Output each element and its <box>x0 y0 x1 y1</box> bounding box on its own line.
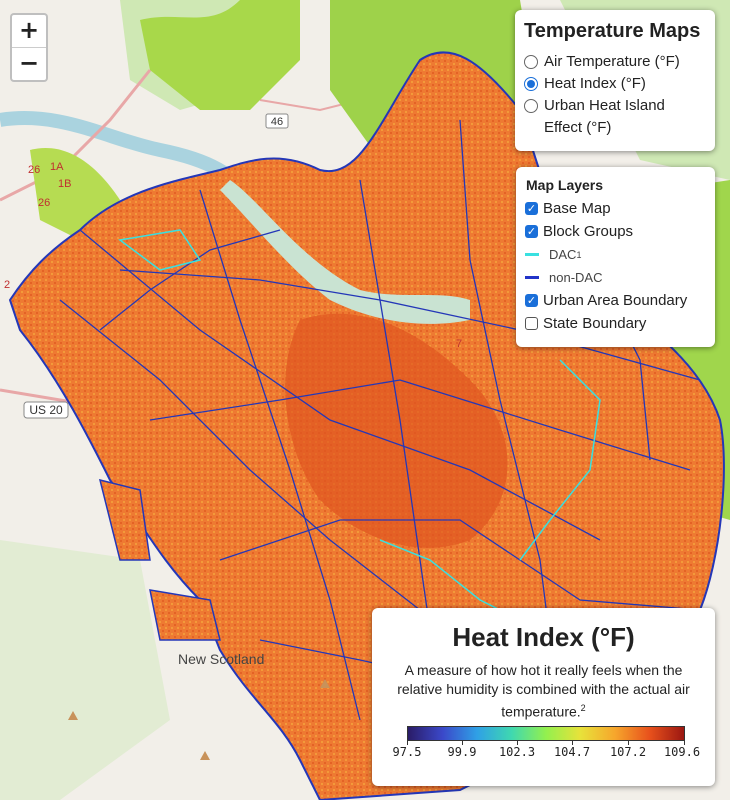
tick-mark <box>407 740 408 745</box>
place-label-new-scotland: New Scotland <box>178 651 264 667</box>
layer-label: State Boundary <box>543 315 647 332</box>
dac-line-icon <box>525 253 539 256</box>
tick-label: 102.3 <box>498 745 536 759</box>
radio-urban-heat-island[interactable]: Urban Heat Island Effect (°F) <box>524 95 715 139</box>
dac-footnote: 1 <box>576 249 582 260</box>
layer-state-boundary[interactable]: State Boundary <box>525 312 715 335</box>
non-dac-label: non-DAC <box>549 270 603 285</box>
tick-label: 109.6 <box>663 745 701 759</box>
tick-mark <box>517 740 518 745</box>
zoom-in-button[interactable]: + <box>18 16 40 44</box>
temperature-maps-title: Temperature Maps <box>524 20 701 42</box>
highway <box>0 69 152 202</box>
radio-label: Heat Index (°F) <box>544 75 646 92</box>
heat-index-legend: Heat Index (°F) A measure of how hot it … <box>372 608 715 786</box>
zoom-out-button[interactable]: − <box>12 47 46 80</box>
layer-label: Base Map <box>543 200 611 217</box>
tick-mark <box>462 740 463 745</box>
radio-button[interactable] <box>524 77 538 91</box>
radio-label: Urban Heat Island Effect (°F) <box>544 97 665 136</box>
radio-heat-index[interactable]: Heat Index (°F) <box>524 73 715 95</box>
layer-label: Urban Area Boundary <box>543 292 688 309</box>
tick-label: 99.9 <box>447 745 477 759</box>
exit-label: 26 <box>38 197 50 209</box>
temperature-maps-panel: Temperature Maps Air Temperature (°F) He… <box>515 10 715 151</box>
radio-button[interactable] <box>524 55 538 69</box>
water-gap <box>220 180 470 324</box>
layer-block-groups[interactable]: ✓ Block Groups <box>525 220 715 243</box>
road-shield-46: 46 <box>265 113 289 129</box>
checkbox-checked-icon[interactable]: ✓ <box>525 202 538 215</box>
tick-mark <box>628 740 629 745</box>
radio-button[interactable] <box>524 99 538 113</box>
tick-label: 97.5 <box>392 745 422 759</box>
peak-markers <box>68 679 330 760</box>
legend-description: A measure of how hot it really feels whe… <box>397 662 690 720</box>
checkbox-unchecked-icon[interactable] <box>525 317 538 330</box>
layer-urban-area-boundary[interactable]: ✓ Urban Area Boundary <box>525 289 715 312</box>
outlier-block <box>149 589 221 641</box>
non-dac-line-icon <box>525 276 539 279</box>
tick-label: 107.2 <box>609 745 647 759</box>
tick-mark <box>684 740 685 745</box>
outlier-block <box>98 478 151 561</box>
legend-non-dac: non-DAC <box>525 266 715 289</box>
exit-label: 2 <box>4 279 10 291</box>
road-shield-us20: US 20 <box>23 401 69 419</box>
legend-title: Heat Index (°F) <box>452 622 635 652</box>
legend-footnote: 2 <box>580 703 586 713</box>
green-fringe <box>140 0 300 110</box>
hotspot <box>285 313 508 548</box>
map-layers-panel: Map Layers ✓ Base Map ✓ Block Groups DAC… <box>516 167 715 347</box>
urban-area-boundary <box>8 51 725 800</box>
exit-label: 1B <box>58 178 71 190</box>
tick-label: 104.7 <box>553 745 591 759</box>
zoom-control: + − <box>10 13 48 82</box>
checkbox-checked-icon[interactable]: ✓ <box>525 294 538 307</box>
checkbox-checked-icon[interactable]: ✓ <box>525 225 538 238</box>
layer-label: Block Groups <box>543 223 634 240</box>
radio-air-temperature[interactable]: Air Temperature (°F) <box>524 51 715 73</box>
dac-label: DAC <box>549 247 577 262</box>
svg-text:46: 46 <box>271 116 283 128</box>
color-bar-labels: 97.5 99.9 102.3 104.7 107.2 109.6 <box>372 745 715 761</box>
exit-label: 26 <box>28 164 40 176</box>
radio-label: Air Temperature (°F) <box>544 53 680 70</box>
tick-mark <box>572 740 573 745</box>
color-bar-ticks <box>407 740 685 746</box>
green-area <box>0 540 170 800</box>
layer-base-map[interactable]: ✓ Base Map <box>525 197 715 220</box>
legend-dac: DAC 1 <box>525 243 715 266</box>
map-layers-title: Map Layers <box>526 177 604 193</box>
svg-text:US 20: US 20 <box>29 403 63 417</box>
color-bar <box>407 726 685 741</box>
exit-label: 1A <box>50 161 64 173</box>
exit-label: 7 <box>456 338 462 350</box>
